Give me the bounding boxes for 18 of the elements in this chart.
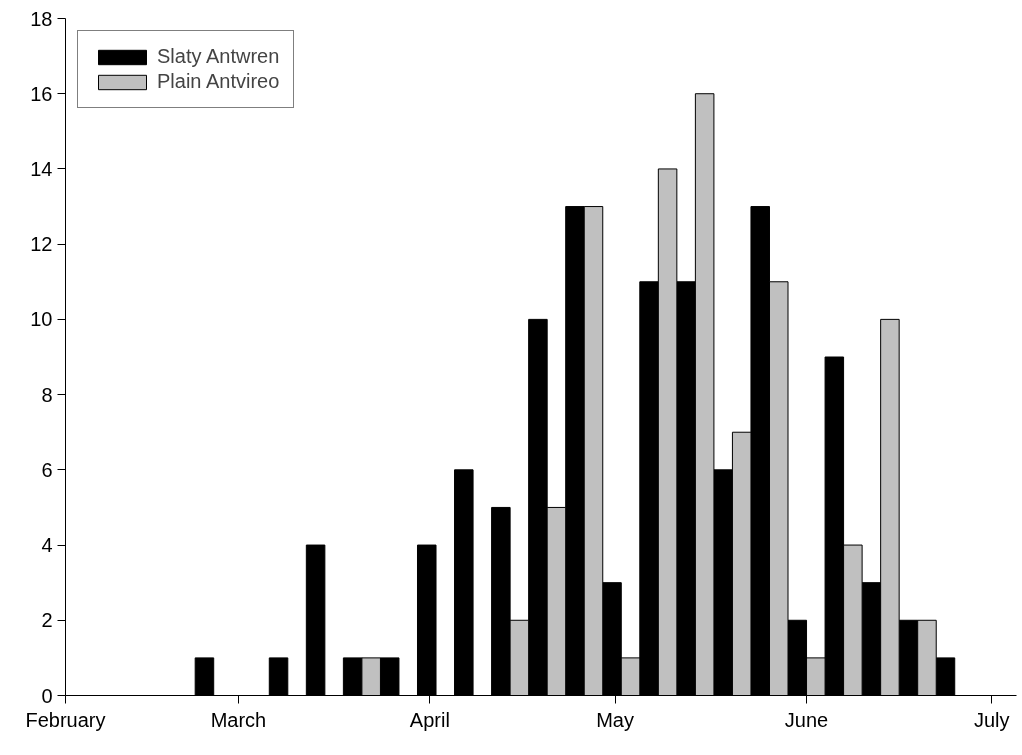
y-tick-label: 6: [41, 458, 53, 481]
y-tick-label: 12: [30, 233, 53, 256]
x-tick-label: April: [409, 708, 450, 731]
legend-label: Slaty Antwren: [157, 45, 280, 68]
y-tick-label: 14: [30, 157, 53, 180]
x-tick-label: March: [210, 708, 267, 731]
y-tick-label: 4: [41, 534, 53, 557]
x-tick-label: May: [596, 708, 635, 731]
y-tick-label: 0: [41, 684, 53, 707]
y-tick-label: 2: [41, 609, 53, 632]
y-tick-label: 18: [30, 7, 53, 30]
y-tick-label: 16: [30, 82, 53, 105]
legend-label: Plain Antvireo: [157, 70, 280, 93]
y-tick-label: 10: [30, 308, 53, 331]
x-tick-label: February: [25, 708, 106, 731]
x-tick-label: July: [974, 708, 1010, 731]
x-tick-label: June: [784, 708, 829, 731]
y-tick-label: 8: [41, 383, 53, 406]
